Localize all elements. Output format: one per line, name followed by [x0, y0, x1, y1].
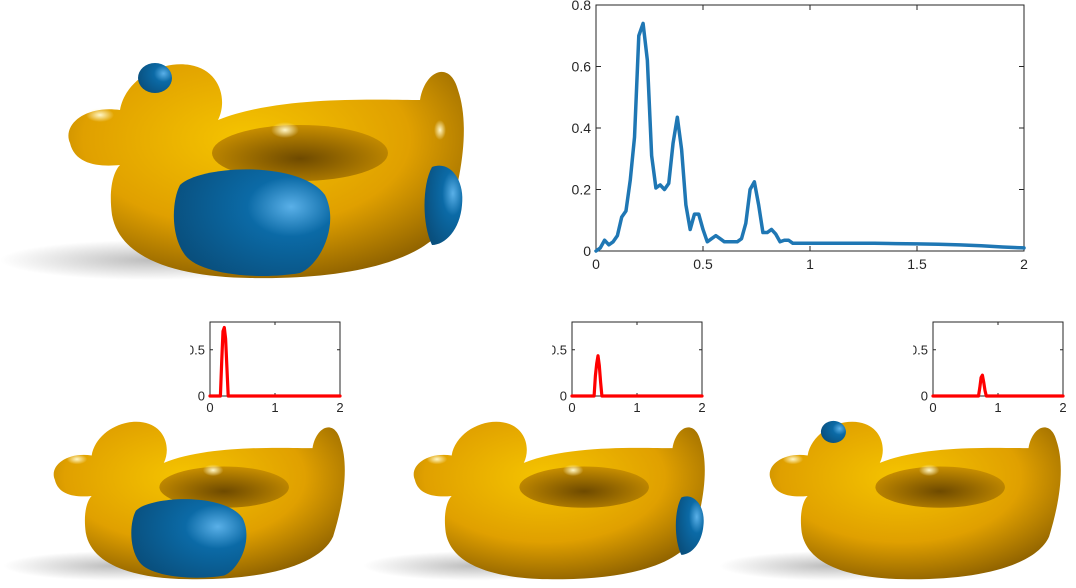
x-tick-label: 1: [806, 256, 814, 272]
x-tick-label: 2: [1059, 400, 1066, 415]
y-tick-label: 0: [560, 389, 567, 404]
x-tick-label: 0.5: [693, 256, 713, 272]
series-line: [208, 325, 342, 398]
x-tick-label: 0: [568, 400, 575, 415]
y-tick-label: 0.5: [913, 342, 928, 357]
x-tick-label: 2: [698, 400, 705, 415]
duck-band2-render: [363, 421, 705, 581]
y-tick-label: 0.8: [572, 0, 592, 13]
y-tick-label: 0: [921, 389, 928, 404]
plot-area-frame: [932, 321, 1064, 397]
x-tick-label: 1: [994, 400, 1001, 415]
x-tick-label: 1: [271, 400, 278, 415]
plot-area-frame: [595, 4, 1025, 252]
x-tick-label: 0: [592, 256, 600, 272]
plot-area-frame: [571, 321, 703, 397]
series-line: [931, 373, 1065, 398]
y-tick-label: 0.4: [572, 120, 592, 136]
x-tick-label: 0: [929, 400, 936, 415]
x-tick-label: 0: [206, 400, 213, 415]
y-tick-label: 0: [198, 389, 205, 404]
x-tick-label: 1.5: [907, 256, 927, 272]
band1-chart: 0 1 2 0 0.5: [190, 321, 344, 415]
series-line: [570, 354, 704, 398]
x-tick-label: 2: [336, 400, 343, 415]
series-line: [594, 21, 1026, 253]
duck-full-render: [0, 63, 464, 280]
y-tick-label: 0: [583, 243, 591, 259]
x-tick-label: 2: [1020, 256, 1028, 272]
band2-chart: 0 1 2 0 0.5: [552, 321, 706, 415]
band3-chart: 0 1 2 0 0.5: [913, 321, 1067, 415]
y-tick-label: 0.5: [190, 342, 205, 357]
y-tick-label: 0.2: [572, 181, 592, 197]
y-tick-label: 0.6: [572, 58, 592, 74]
main-spectrum-chart: 0 0.5 1 1.5 2 0 0.2 0.4 0.6 0.8: [572, 0, 1029, 272]
duck-band1-render: [3, 421, 345, 581]
duck-band3-render: [719, 420, 1061, 581]
plot-area-frame: [209, 321, 341, 397]
x-tick-label: 1: [633, 400, 640, 415]
y-tick-label: 0.5: [552, 342, 567, 357]
